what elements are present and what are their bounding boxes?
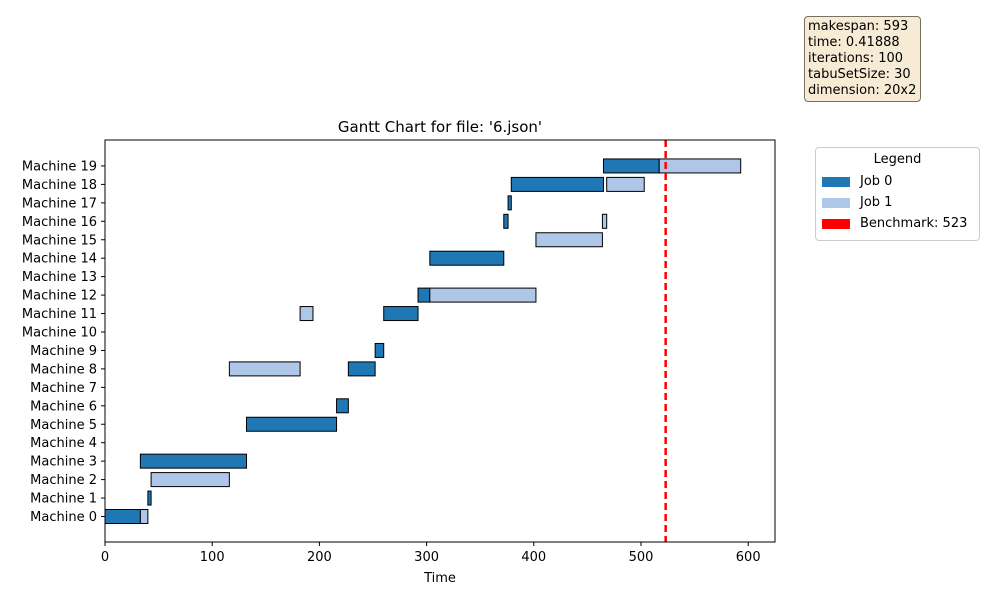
task-bar-machine-15-job-1 [535,232,603,248]
legend-entry-job-1: Job 1 [816,192,979,213]
x-tick-label: 500 [629,550,654,565]
x-tick-label: 400 [521,550,546,565]
task-bar-machine-1-job-0 [147,490,152,506]
task-bar-machine-9-job-0 [374,342,385,358]
legend-entry-benchmark: Benchmark: 523 [816,213,979,234]
y-tick-label: Machine 15 [22,233,97,248]
task-bar-machine-0-job-0 [104,509,141,524]
task-bar-machine-18-job-1 [606,176,645,192]
x-axis: 0 100 200 300 400 500 600 [101,542,761,565]
y-tick-label: Machine 9 [30,344,97,359]
y-tick-label: Machine 4 [30,436,97,451]
legend-entry-job-0: Job 0 [816,171,979,192]
task-bar-machine-8-job-1 [228,361,301,377]
task-bar-machine-16-job-1 [601,213,608,229]
y-tick-label: Machine 11 [22,307,97,322]
y-tick-label: Machine 16 [22,215,97,230]
legend-swatch-job-0 [822,176,850,187]
legend-title: Legend [873,152,922,167]
y-tick-label: Machine 13 [22,270,97,285]
legend: Legend Job 0 Job 1 Benchmark: 523 [815,147,980,241]
y-tick-label: Machine 0 [30,510,97,525]
y-tick-label: Machine 5 [30,418,97,433]
y-tick-label: Machine 1 [30,492,97,507]
task-bar-machine-2-job-1 [150,472,230,488]
plot-area [104,139,776,543]
legend-label-job-0: Job 0 [860,174,893,189]
y-tick-label: Machine 12 [22,289,97,304]
x-tick-label: 300 [414,550,439,565]
legend-label-job-1: Job 1 [860,195,893,210]
y-axis: Machine 0 Machine 1 Machine 2 Machine 3 Mach… [22,159,105,525]
task-bar-machine-17-job-0 [507,195,512,211]
x-tick-label: 200 [307,550,332,565]
legend-label-benchmark: Benchmark: 523 [860,216,968,231]
y-tick-label: Machine 7 [30,381,97,396]
task-bar-machine-12-job-1 [429,287,537,303]
info-tabu-set-size: tabuSetSize: 30 [808,67,911,82]
task-bars [104,158,742,524]
info-dimension: dimension: 20x2 [808,83,917,98]
y-tick-label: Machine 6 [30,399,97,414]
task-bar-machine-11-job-0 [383,306,419,322]
task-bar-machine-11-job-1 [299,306,314,322]
info-time: time: 0.41888 [808,35,900,50]
task-bar-machine-19-job-1 [658,158,742,174]
y-tick-label: Machine 2 [30,473,97,488]
x-tick-label: 600 [736,550,761,565]
task-bar-machine-0-job-1 [139,509,149,524]
y-tick-label: Machine 3 [30,455,97,470]
task-bar-machine-5-job-0 [246,416,338,432]
task-bar-machine-16-job-0 [503,213,509,229]
chart-title: Gantt Chart for file: '6.json' [338,118,542,136]
legend-swatch-job-1 [822,197,850,208]
y-tick-label: Machine 14 [22,252,97,267]
legend-swatch-benchmark [822,218,850,229]
y-tick-label: Machine 8 [30,362,97,377]
task-bar-machine-8-job-0 [347,361,376,377]
task-bar-machine-12-job-0 [417,287,431,303]
y-tick-label: Machine 19 [22,159,97,174]
info-iterations: iterations: 100 [808,51,904,66]
y-tick-label: Machine 17 [22,196,97,211]
x-tick-label: 100 [200,550,225,565]
task-bar-machine-6-job-0 [336,398,349,414]
task-bar-machine-3-job-0 [139,453,248,469]
task-bar-machine-18-job-0 [510,176,604,192]
info-box: makespan: 593 time: 0.41888 iterations: … [804,16,922,102]
x-tick-label: 0 [101,550,109,565]
y-tick-label: Machine 10 [22,326,97,341]
task-bar-machine-14-job-0 [429,250,505,266]
x-axis-title: Time [423,571,456,586]
info-makespan: makespan: 593 [808,19,909,34]
task-bar-machine-19-job-0 [602,158,660,174]
y-tick-label: Machine 18 [22,178,97,193]
